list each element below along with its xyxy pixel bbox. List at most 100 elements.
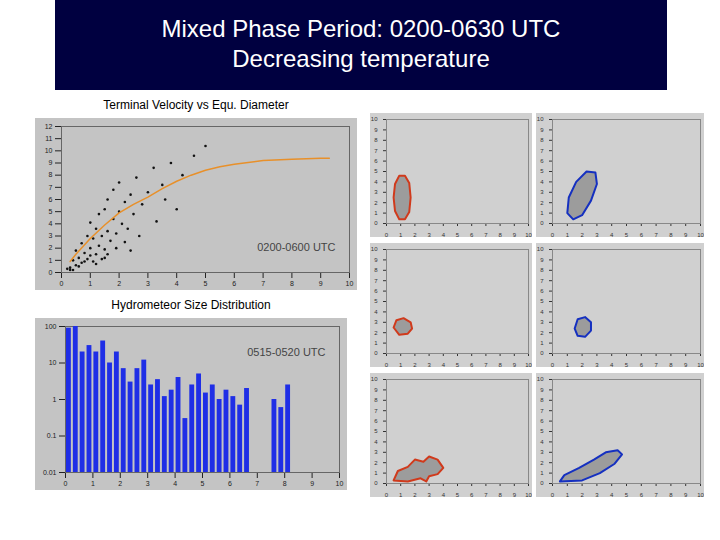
svg-text:5: 5 <box>625 232 629 237</box>
svg-text:9: 9 <box>319 280 323 287</box>
svg-text:10: 10 <box>525 362 532 367</box>
svg-text:8: 8 <box>669 232 673 237</box>
svg-text:1: 1 <box>540 340 544 346</box>
svg-text:9: 9 <box>684 362 688 367</box>
svg-text:10: 10 <box>371 116 378 122</box>
svg-text:9: 9 <box>513 232 517 237</box>
svg-text:10: 10 <box>371 246 378 252</box>
svg-text:1: 1 <box>49 257 53 264</box>
svg-text:4: 4 <box>540 179 544 185</box>
svg-text:10: 10 <box>371 376 378 382</box>
svg-text:1: 1 <box>91 480 95 487</box>
svg-text:2: 2 <box>540 330 544 336</box>
svg-text:6: 6 <box>470 492 474 497</box>
svg-text:4: 4 <box>442 492 446 497</box>
svg-text:4: 4 <box>173 480 177 487</box>
svg-text:0200-0600 UTC: 0200-0600 UTC <box>257 241 335 253</box>
svg-text:5: 5 <box>204 280 208 287</box>
svg-text:1: 1 <box>399 492 403 497</box>
svg-text:7: 7 <box>484 232 488 237</box>
svg-text:0: 0 <box>385 492 389 497</box>
svg-text:3: 3 <box>427 362 431 367</box>
svg-text:8: 8 <box>374 397 378 403</box>
svg-text:3: 3 <box>540 449 544 455</box>
svg-text:1: 1 <box>88 280 92 287</box>
svg-text:4: 4 <box>374 309 378 315</box>
svg-text:7: 7 <box>654 362 658 367</box>
svg-text:9: 9 <box>684 492 688 497</box>
svg-text:2: 2 <box>413 232 417 237</box>
svg-text:3: 3 <box>374 319 378 325</box>
svg-text:0515-0520 UTC: 0515-0520 UTC <box>247 346 325 358</box>
svg-text:4: 4 <box>175 280 179 287</box>
svg-text:4: 4 <box>610 232 614 237</box>
svg-text:10: 10 <box>49 359 57 366</box>
svg-text:1: 1 <box>540 210 544 216</box>
svg-text:6: 6 <box>374 418 378 424</box>
svg-text:5: 5 <box>625 362 629 367</box>
svg-text:0: 0 <box>551 362 555 367</box>
svg-text:8: 8 <box>283 480 287 487</box>
svg-text:5: 5 <box>540 298 544 304</box>
svg-text:7: 7 <box>540 278 544 284</box>
svg-text:1: 1 <box>374 470 378 476</box>
svg-text:11: 11 <box>45 135 52 142</box>
svg-text:10: 10 <box>336 480 344 487</box>
svg-text:6: 6 <box>228 480 232 487</box>
svg-text:0: 0 <box>385 362 389 367</box>
svg-text:2: 2 <box>580 232 584 237</box>
svg-text:1: 1 <box>399 362 403 367</box>
svg-text:3: 3 <box>595 232 599 237</box>
svg-text:7: 7 <box>484 362 488 367</box>
svg-text:4: 4 <box>442 362 446 367</box>
svg-text:9: 9 <box>513 362 517 367</box>
svg-text:9: 9 <box>540 387 544 393</box>
svg-text:2: 2 <box>580 492 584 497</box>
svg-text:10: 10 <box>697 362 704 367</box>
svg-text:1: 1 <box>540 470 544 476</box>
svg-text:6: 6 <box>640 492 644 497</box>
svg-text:2: 2 <box>413 362 417 367</box>
svg-text:10: 10 <box>697 232 704 237</box>
svg-text:5: 5 <box>625 492 629 497</box>
svg-text:8: 8 <box>540 137 544 143</box>
svg-text:8: 8 <box>374 267 378 273</box>
svg-text:5: 5 <box>49 208 53 215</box>
svg-text:10: 10 <box>45 147 53 154</box>
svg-text:0: 0 <box>551 492 555 497</box>
svg-text:7: 7 <box>374 408 378 414</box>
svg-text:2: 2 <box>374 460 378 466</box>
svg-text:0.1: 0.1 <box>47 432 57 439</box>
svg-text:8: 8 <box>498 362 502 367</box>
svg-text:1: 1 <box>53 396 57 403</box>
svg-text:9: 9 <box>374 257 378 263</box>
svg-text:0: 0 <box>551 232 555 237</box>
svg-text:7: 7 <box>374 278 378 284</box>
svg-text:2: 2 <box>580 362 584 367</box>
svg-text:8: 8 <box>498 232 502 237</box>
svg-text:3: 3 <box>374 189 378 195</box>
svg-text:0: 0 <box>49 269 53 276</box>
svg-text:6: 6 <box>374 288 378 294</box>
svg-text:3: 3 <box>595 492 599 497</box>
svg-text:1: 1 <box>399 232 403 237</box>
svg-text:0: 0 <box>374 220 378 226</box>
svg-text:10: 10 <box>537 246 544 252</box>
svg-text:9: 9 <box>49 159 53 166</box>
svg-text:6: 6 <box>374 158 378 164</box>
svg-text:7: 7 <box>261 280 265 287</box>
svg-text:9: 9 <box>513 492 517 497</box>
svg-text:6: 6 <box>640 362 644 367</box>
svg-text:7: 7 <box>654 232 658 237</box>
svg-text:10: 10 <box>525 232 532 237</box>
svg-text:3: 3 <box>49 232 53 239</box>
svg-text:1: 1 <box>374 340 378 346</box>
svg-text:3: 3 <box>427 492 431 497</box>
svg-text:1: 1 <box>566 492 570 497</box>
svg-text:4: 4 <box>610 492 614 497</box>
svg-text:8: 8 <box>540 267 544 273</box>
svg-text:7: 7 <box>374 148 378 154</box>
svg-text:9: 9 <box>374 127 378 133</box>
svg-text:5: 5 <box>456 492 460 497</box>
svg-text:2: 2 <box>118 480 122 487</box>
